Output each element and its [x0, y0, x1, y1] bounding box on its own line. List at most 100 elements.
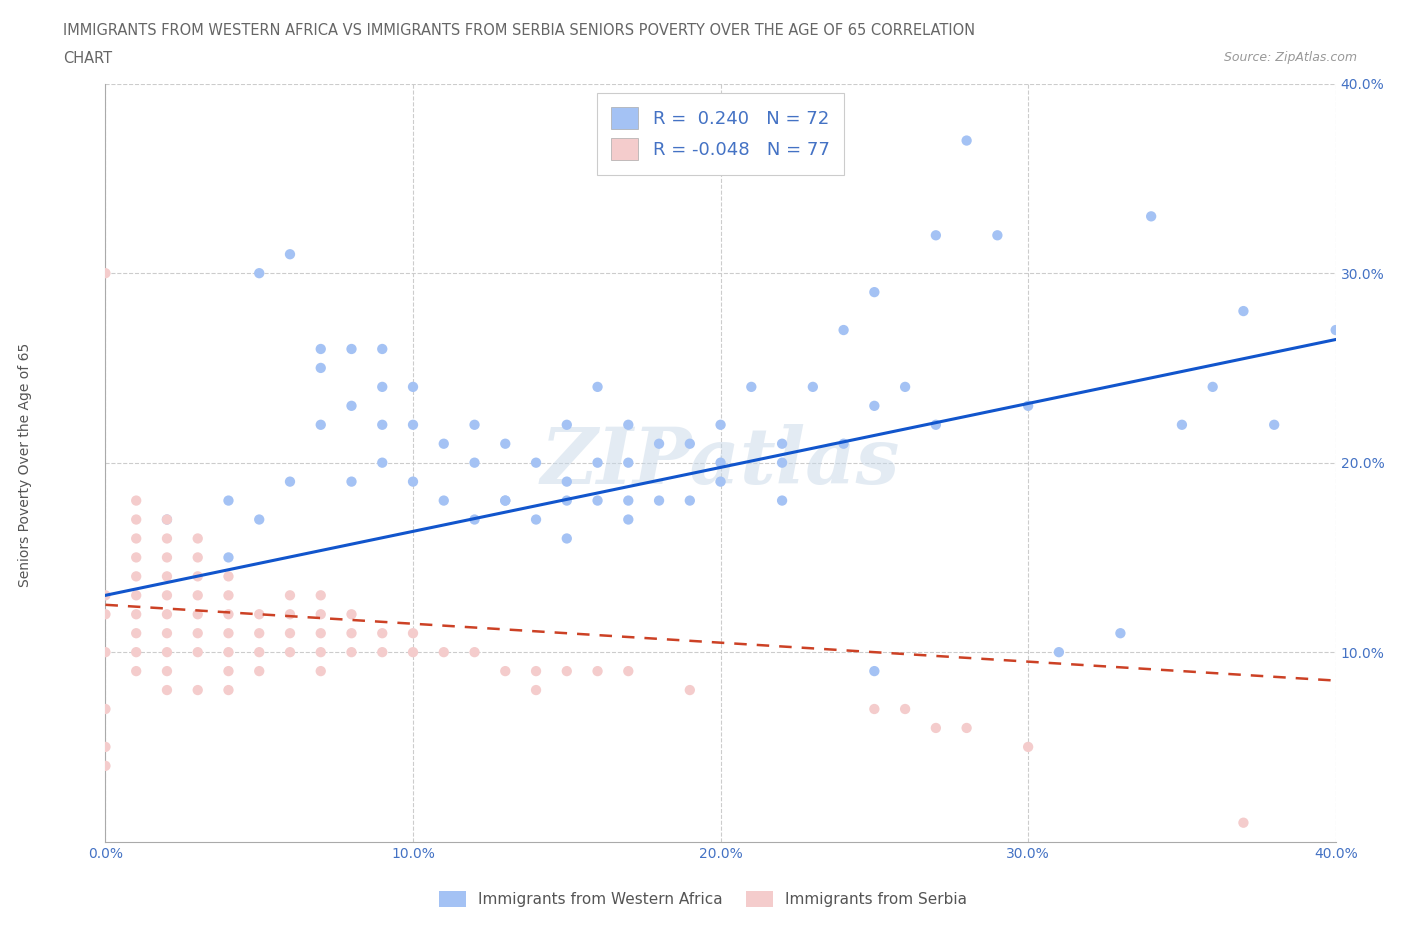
Point: [1201, 379, 1223, 394]
Point: [156, 644, 179, 659]
Point: [433, 644, 456, 659]
Point: [464, 512, 486, 527]
Point: [464, 418, 486, 432]
Point: [309, 607, 332, 622]
Point: [1324, 323, 1347, 338]
Point: [187, 626, 209, 641]
Point: [402, 379, 425, 394]
Point: [278, 246, 301, 261]
Point: [247, 607, 270, 622]
Point: [494, 436, 516, 451]
Point: [925, 228, 948, 243]
Point: [617, 664, 640, 679]
Point: [371, 418, 394, 432]
Point: [433, 493, 456, 508]
Point: [187, 607, 209, 622]
Point: [586, 379, 609, 394]
Text: CHART: CHART: [63, 51, 112, 66]
Point: [156, 512, 179, 527]
Point: [1171, 418, 1194, 432]
Point: [125, 626, 148, 641]
Point: [402, 474, 425, 489]
Point: [156, 512, 179, 527]
Point: [925, 418, 948, 432]
Point: [309, 341, 332, 356]
Point: [770, 493, 793, 508]
Point: [247, 512, 270, 527]
Point: [863, 664, 886, 679]
Point: [740, 379, 762, 394]
Point: [278, 588, 301, 603]
Point: [524, 512, 547, 527]
Point: [1140, 209, 1163, 224]
Point: [156, 683, 179, 698]
Point: [617, 512, 640, 527]
Point: [524, 683, 547, 698]
Point: [340, 474, 363, 489]
Point: [125, 644, 148, 659]
Point: [494, 493, 516, 508]
Point: [986, 228, 1008, 243]
Point: [925, 721, 948, 736]
Point: [309, 664, 332, 679]
Point: [187, 569, 209, 584]
Point: [648, 436, 671, 451]
Point: [555, 474, 578, 489]
Text: IMMIGRANTS FROM WESTERN AFRICA VS IMMIGRANTS FROM SERBIA SENIORS POVERTY OVER TH: IMMIGRANTS FROM WESTERN AFRICA VS IMMIGR…: [63, 23, 976, 38]
Point: [494, 493, 516, 508]
Point: [340, 341, 363, 356]
Point: [94, 701, 117, 716]
Point: [94, 739, 117, 754]
Point: [156, 626, 179, 641]
Point: [464, 456, 486, 471]
Point: [218, 626, 240, 641]
Legend: R =  0.240   N = 72, R = -0.048   N = 77: R = 0.240 N = 72, R = -0.048 N = 77: [598, 93, 844, 175]
Point: [1017, 398, 1039, 413]
Point: [156, 607, 179, 622]
Point: [679, 493, 702, 508]
Legend: Immigrants from Western Africa, Immigrants from Serbia: Immigrants from Western Africa, Immigran…: [433, 884, 973, 913]
Point: [617, 456, 640, 471]
Point: [156, 531, 179, 546]
Point: [679, 683, 702, 698]
Point: [125, 569, 148, 584]
Point: [247, 664, 270, 679]
Point: [617, 418, 640, 432]
Point: [679, 436, 702, 451]
Point: [187, 644, 209, 659]
Point: [863, 285, 886, 299]
Point: [94, 759, 117, 774]
Point: [218, 493, 240, 508]
Point: [710, 418, 733, 432]
Point: [555, 664, 578, 679]
Point: [1232, 303, 1254, 318]
Point: [218, 664, 240, 679]
Point: [371, 456, 394, 471]
Point: [94, 588, 117, 603]
Point: [832, 323, 855, 338]
Point: [156, 569, 179, 584]
Point: [586, 664, 609, 679]
Point: [555, 493, 578, 508]
Point: [832, 436, 855, 451]
Point: [125, 664, 148, 679]
Text: Seniors Poverty Over the Age of 65: Seniors Poverty Over the Age of 65: [18, 343, 32, 587]
Point: [125, 588, 148, 603]
Point: [218, 644, 240, 659]
Point: [1017, 739, 1039, 754]
Point: [218, 550, 240, 565]
Point: [278, 474, 301, 489]
Point: [494, 664, 516, 679]
Point: [187, 550, 209, 565]
Point: [801, 379, 824, 394]
Point: [187, 531, 209, 546]
Point: [94, 266, 117, 281]
Point: [524, 664, 547, 679]
Point: [464, 644, 486, 659]
Point: [710, 456, 733, 471]
Point: [371, 644, 394, 659]
Point: [710, 474, 733, 489]
Point: [956, 721, 979, 736]
Point: [555, 531, 578, 546]
Point: [402, 626, 425, 641]
